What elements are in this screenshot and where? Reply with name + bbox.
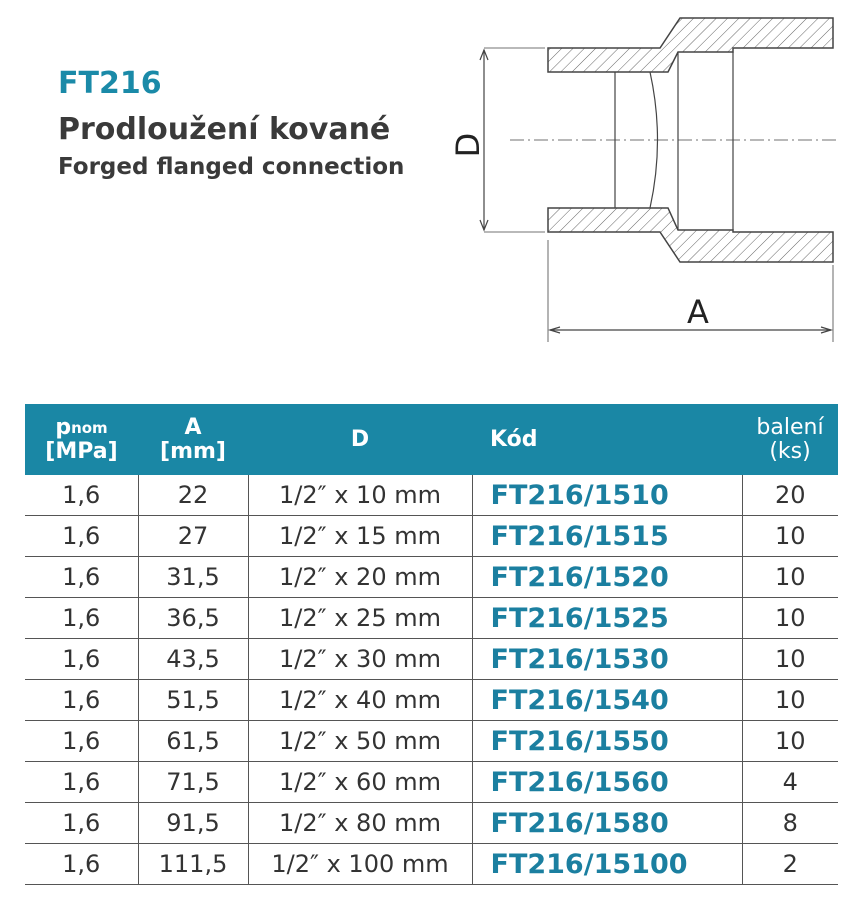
table-cell: 10 [741, 597, 838, 639]
table-cell: 61,5 [137, 720, 249, 762]
technical-drawing: D A [449, 17, 840, 342]
table-cell: 1/2″ x 100 mm [247, 843, 473, 885]
product-code-cell: FT216/1525 [471, 597, 743, 639]
table-cell: 31,5 [137, 556, 249, 598]
header-cell: A [mm] [138, 404, 248, 475]
table-cell: 8 [741, 802, 838, 844]
table-cell: 1,6 [25, 638, 139, 680]
header-unit: (ks) [769, 438, 811, 464]
product-code-cell: FT216/1510 [471, 475, 743, 516]
header-line: A [138, 414, 248, 440]
header-cell: D [248, 404, 472, 475]
table-cell: 1,6 [25, 679, 139, 721]
header-cell: balení (ks) [742, 404, 838, 475]
header-line: balení [742, 414, 838, 440]
header-text: balení [756, 414, 824, 440]
header-unit: [MPa] [45, 438, 118, 464]
product-code-cell: FT216/1520 [471, 556, 743, 598]
table-cell: 1/2″ x 40 mm [247, 679, 473, 721]
table-row: 1,6 71,5 1/2″ x 60 mm FT216/1560 4 [25, 761, 838, 803]
dimension-d: D [449, 133, 487, 158]
product-code-cell: FT216/1515 [471, 515, 743, 557]
header-cell: Kód [472, 404, 742, 475]
table-cell: 36,5 [137, 597, 249, 639]
table-cell: 1,6 [25, 802, 139, 844]
table-cell: 1/2″ x 30 mm [247, 638, 473, 680]
table-cell: 2 [741, 843, 838, 885]
table-cell: 71,5 [137, 761, 249, 803]
table-cell: 1,6 [25, 475, 139, 516]
table-cell: 1/2″ x 15 mm [247, 515, 473, 557]
product-code-cell: FT216/1540 [471, 679, 743, 721]
table-row: 1,6 61,5 1/2″ x 50 mm FT216/1550 10 [25, 720, 838, 762]
table-cell: 1,6 [25, 515, 139, 557]
table-cell: 10 [741, 679, 838, 721]
table-cell: 10 [741, 515, 838, 557]
title-cs: Prodloužení kované [58, 112, 391, 147]
header-unit: [mm] [160, 438, 226, 464]
dimension-a: A [687, 293, 709, 331]
product-code-cell: FT216/15100 [471, 843, 743, 885]
title-en: Forged flanged connection [58, 154, 405, 180]
table-cell: 1,6 [25, 843, 139, 885]
table-cell: 10 [741, 720, 838, 762]
product-table: pnom [MPa] A [mm] D Kód balení (ks) 1,6 22 1/2″ x… [25, 404, 838, 885]
product-code-cell: FT216/1580 [471, 802, 743, 844]
table-cell: 1/2″ x 20 mm [247, 556, 473, 598]
table-cell: 1,6 [25, 597, 139, 639]
header-text: A [184, 414, 202, 440]
product-code-cell: FT216/1560 [471, 761, 743, 803]
product-code-cell: FT216/1550 [471, 720, 743, 762]
product-code-cell: FT216/1530 [471, 638, 743, 680]
table-row: 1,6 43,5 1/2″ x 30 mm FT216/1530 10 [25, 638, 838, 680]
table-cell: 111,5 [137, 843, 249, 885]
table-row: 1,6 36,5 1/2″ x 25 mm FT216/1525 10 [25, 597, 838, 639]
table-cell: 27 [137, 515, 249, 557]
product-code: FT216 [58, 66, 162, 101]
header-line: Kód [490, 426, 742, 452]
table-cell: 43,5 [137, 638, 249, 680]
table-row: 1,6 51,5 1/2″ x 40 mm FT216/1540 10 [25, 679, 838, 721]
table-cell: 1,6 [25, 761, 139, 803]
table-cell: 10 [741, 638, 838, 680]
header-row: pnom [MPa] A [mm] D Kód balení (ks) [25, 404, 838, 475]
table-cell: 1,6 [25, 556, 139, 598]
table-row: 1,6 91,5 1/2″ x 80 mm FT216/1580 8 [25, 802, 838, 844]
table-cell: 1/2″ x 50 mm [247, 720, 473, 762]
header-text: p [55, 414, 72, 440]
table-row: 1,6 111,5 1/2″ x 100 mm FT216/15100 2 [25, 843, 838, 885]
header-text: D [350, 426, 370, 452]
table-row: 1,6 22 1/2″ x 10 mm FT216/1510 20 [25, 475, 838, 516]
table-row: 1,6 27 1/2″ x 15 mm FT216/1515 10 [25, 515, 838, 557]
table-cell: 4 [741, 761, 838, 803]
table-cell: 91,5 [137, 802, 249, 844]
header-line: pnom [25, 414, 138, 440]
header-line: D [248, 426, 472, 452]
table-cell: 1/2″ x 80 mm [247, 802, 473, 844]
table-cell: 1/2″ x 60 mm [247, 761, 473, 803]
table-row: 1,6 31,5 1/2″ x 20 mm FT216/1520 10 [25, 556, 838, 598]
table-cell: 1,6 [25, 720, 139, 762]
header-sub: nom [71, 418, 108, 437]
table-cell: 20 [741, 475, 838, 516]
table-cell: 22 [137, 475, 249, 516]
header-cell: pnom [MPa] [25, 404, 138, 475]
header-text: Kód [490, 426, 538, 452]
table-cell: 10 [741, 556, 838, 598]
table-cell: 1/2″ x 10 mm [247, 475, 473, 516]
table-cell: 51,5 [137, 679, 249, 721]
table-cell: 1/2″ x 25 mm [247, 597, 473, 639]
